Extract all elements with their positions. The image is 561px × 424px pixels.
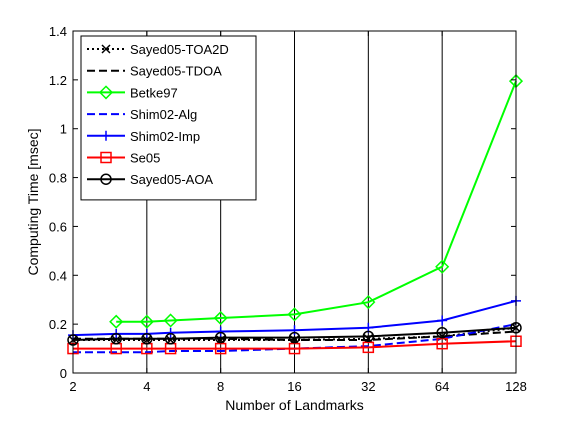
legend-label: Sayed05-AOA bbox=[130, 172, 213, 187]
x-axis-label: Number of Landmarks bbox=[225, 397, 364, 413]
data-point bbox=[214, 342, 227, 355]
x-tick-label: 4 bbox=[143, 379, 150, 394]
data-point bbox=[287, 307, 302, 322]
legend-label: Shim02-Alg bbox=[130, 107, 197, 122]
legend-label: Sayed05-TDOA bbox=[130, 64, 222, 79]
data-point bbox=[361, 295, 376, 310]
data-point bbox=[289, 325, 300, 336]
y-tick-label: 1.2 bbox=[49, 73, 67, 88]
data-point bbox=[165, 327, 176, 338]
legend-item-shim02-imp: Shim02-Imp bbox=[87, 129, 200, 144]
x-tick-label: 2 bbox=[69, 379, 76, 394]
data-point bbox=[110, 333, 122, 345]
legend-label: Betke97 bbox=[130, 85, 178, 100]
legend-label: Se05 bbox=[130, 151, 160, 166]
data-point bbox=[109, 314, 124, 329]
series-line-sayed05-aoa bbox=[72, 326, 517, 341]
legend-item-sayed05-toa2d: Sayed05-TOA2D bbox=[87, 42, 229, 57]
data-point bbox=[362, 341, 375, 354]
series-shim02-alg bbox=[73, 323, 517, 354]
legend-marker bbox=[101, 44, 111, 54]
legend-label: Shim02-Imp bbox=[130, 129, 200, 144]
x-tick-label: 32 bbox=[361, 379, 375, 394]
legend-marker bbox=[100, 173, 112, 185]
legend-marker bbox=[98, 85, 114, 100]
data-point bbox=[215, 326, 226, 337]
x-tick-label: 8 bbox=[217, 379, 224, 394]
data-point bbox=[288, 342, 301, 355]
data-point bbox=[436, 326, 448, 339]
legend-label: Sayed05-TOA2D bbox=[130, 42, 229, 57]
y-tick-label: 0 bbox=[60, 366, 67, 381]
legend-item-sayed05-aoa: Sayed05-AOA bbox=[87, 172, 213, 187]
data-point bbox=[213, 310, 228, 326]
series-sayed05-aoa bbox=[67, 322, 522, 346]
y-tick-label: 1.4 bbox=[49, 24, 67, 39]
data-point bbox=[139, 314, 154, 329]
legend: Sayed05-TOA2D Sayed05-TDOA Betke97 Shim02-A… bbox=[80, 35, 257, 201]
data-point bbox=[437, 315, 448, 326]
data-point bbox=[163, 313, 178, 328]
legend-item-shim02-alg: Shim02-Alg bbox=[87, 107, 197, 122]
legend-item-sayed05-tdoa: Sayed05-TDOA bbox=[87, 64, 222, 79]
y-tick-label: 1 bbox=[60, 122, 67, 137]
y-axis-label: Computing Time [msec] bbox=[25, 128, 41, 275]
data-point bbox=[141, 333, 153, 345]
series-layer bbox=[67, 74, 524, 355]
legend-marker bbox=[101, 130, 111, 141]
data-point bbox=[436, 337, 448, 350]
data-point bbox=[362, 330, 375, 343]
legend-item-betke97: Betke97 bbox=[87, 85, 178, 100]
series-line-shim02-alg bbox=[73, 323, 517, 354]
y-tick-label: 0.4 bbox=[49, 268, 67, 283]
data-point bbox=[164, 333, 177, 345]
series-line-se05 bbox=[73, 340, 517, 350]
series-line-betke97 bbox=[116, 80, 517, 323]
y-tick-label: 0.6 bbox=[49, 219, 67, 234]
data-point bbox=[288, 331, 301, 344]
data-point bbox=[214, 331, 227, 344]
legend-marker bbox=[100, 151, 112, 164]
x-tick-label: 16 bbox=[287, 379, 301, 394]
data-point bbox=[435, 259, 450, 274]
y-tick-label: 0.2 bbox=[49, 317, 67, 332]
series-betke97 bbox=[109, 74, 524, 329]
y-tick-label: 0.8 bbox=[49, 171, 67, 186]
x-tick-label: 64 bbox=[435, 379, 449, 394]
x-tick-label: 128 bbox=[505, 379, 527, 394]
ticks-layer: 2 4 8 16 32 64 128 0 0.2 0.4 0.6 0.8 1 1.2 1.4 bbox=[49, 24, 527, 394]
legend-box bbox=[80, 35, 257, 201]
legend-item-se05: Se05 bbox=[87, 151, 160, 166]
